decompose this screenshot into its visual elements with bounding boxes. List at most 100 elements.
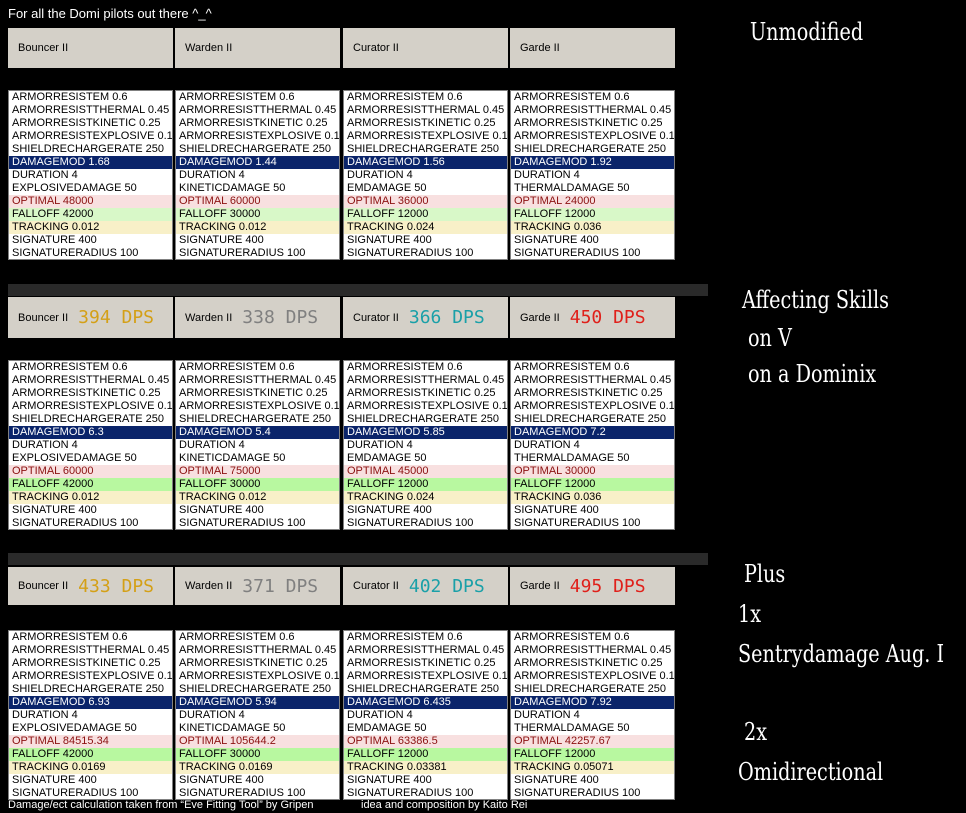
attribute-row: TRACKING 0.036 [511,221,674,234]
column-header: Warden II [175,28,340,68]
attribute-row: ARMORRESISTEXPLOSIVE 0.1 [179,400,339,412]
attribute-row: OPTIMAL 36000 [344,195,507,208]
attribute-row: SHIELDRECHARGERATE 250 [514,143,667,155]
drone-name: Bouncer II [18,311,69,324]
attribute-row: SIGNATURE 400 [514,504,599,516]
column-header: Warden II 338 DPS [175,297,340,338]
attribute-row: OPTIMAL 48000 [9,195,172,208]
attribute-row: ARMORRESISTEM 0.6 [12,91,128,103]
attribute-row: DAMAGEMOD 7.2 [511,426,674,439]
attribute-row: DAMAGEMOD 5.85 [344,426,507,439]
attribute-row: ARMORRESISTEXPLOSIVE 0.1 [347,400,507,412]
attribute-row: SIGNATURERADIUS 100 [12,787,139,799]
column-header: Curator II [343,28,508,68]
attribute-row: DURATION 4 [514,439,580,451]
attribute-row: SIGNATURE 400 [347,234,432,246]
dps-value: 338 DPS [242,307,319,328]
attribute-row: ARMORRESISTTHERMAL 0.45 [514,644,672,656]
attribute-row: SIGNATURE 400 [12,504,97,516]
attribute-row: TRACKING 0.05071 [511,761,674,774]
attribute-row: ARMORRESISTEM 0.6 [12,631,128,643]
attribute-row: SHIELDRECHARGERATE 250 [514,413,667,425]
attribute-row: ARMORRESISTTHERMAL 0.45 [12,104,170,116]
column-header: Garde II [510,28,675,68]
attribute-row: SHIELDRECHARGERATE 250 [12,683,165,695]
attribute-row: KINETICDAMAGE 50 [179,722,286,734]
attribute-row: THERMALDAMAGE 50 [514,182,630,194]
divider [8,553,708,565]
attribute-row: SIGNATURE 400 [514,234,599,246]
attribute-row: TRACKING 0.012 [9,491,172,504]
attribute-row: ARMORRESISTEXPLOSIVE 0.1 [12,670,172,682]
attribute-row: DAMAGEMOD 1.92 [511,156,674,169]
attribute-row: ARMORRESISTEM 0.6 [179,631,295,643]
attribute-row: KINETICDAMAGE 50 [179,452,286,464]
attribute-row: OPTIMAL 60000 [176,195,339,208]
attribute-row: ARMORRESISTTHERMAL 0.45 [179,104,337,116]
dps-value: 450 DPS [569,307,646,328]
attribute-row: TRACKING 0.024 [344,221,507,234]
attribute-row: ARMORRESISTEXPLOSIVE 0.1 [514,670,674,682]
attribute-row: EXPLOSIVEDAMAGE 50 [12,452,137,464]
attribute-row: ARMORRESISTKINETIC 0.25 [347,387,496,399]
attribute-row: TRACKING 0.012 [9,221,172,234]
column-header: Bouncer II 433 DPS [8,567,173,605]
attribute-row: FALLOFF 42000 [9,478,172,491]
attribute-row: FALLOFF 42000 [9,748,172,761]
attribute-row: DURATION 4 [347,169,413,181]
attribute-row: ARMORRESISTEM 0.6 [12,361,128,373]
attribute-row: SHIELDRECHARGERATE 250 [347,143,500,155]
attribute-row: OPTIMAL 42257.67 [511,735,674,748]
attribute-row: FALLOFF 12000 [511,478,674,491]
attribute-row: SHIELDRECHARGERATE 250 [179,683,332,695]
attribute-row: ARMORRESISTKINETIC 0.25 [514,387,663,399]
attribute-row: OPTIMAL 105644.2 [176,735,339,748]
drone-name: Bouncer II [18,42,69,54]
attribute-row: EXPLOSIVEDAMAGE 50 [12,182,137,194]
attribute-row: FALLOFF 30000 [176,478,339,491]
attribute-row: ARMORRESISTTHERMAL 0.45 [514,104,672,116]
attribute-list: ARMORRESISTEM 0.6 ARMORRESISTTHERMAL 0.45… [343,360,508,530]
attribute-row: OPTIMAL 63386.5 [344,735,507,748]
attribute-row: TRACKING 0.036 [511,491,674,504]
attribute-row: TRACKING 0.03381 [344,761,507,774]
attribute-row: TRACKING 0.012 [176,221,339,234]
attribute-row: ARMORRESISTEXPLOSIVE 0.1 [514,130,674,142]
page-title: For all the Domi pilots out there ^_^ [8,6,212,21]
attribute-row: ARMORRESISTEM 0.6 [514,631,630,643]
attribute-row: ARMORRESISTTHERMAL 0.45 [347,104,505,116]
attribute-list: ARMORRESISTEM 0.6 ARMORRESISTTHERMAL 0.45… [510,90,675,260]
attribute-row: TRACKING 0.012 [176,491,339,504]
attribute-row: ARMORRESISTEM 0.6 [179,91,295,103]
dps-value: 371 DPS [242,575,319,597]
footer-credit: Damage/ect calculation taken from “Eve F… [8,799,314,811]
attribute-row: DAMAGEMOD 7.92 [511,696,674,709]
attribute-row: ARMORRESISTEXPLOSIVE 0.1 [179,670,339,682]
drone-name: Warden II [185,311,233,324]
attribute-row: FALLOFF 30000 [176,208,339,221]
attribute-row: ARMORRESISTEM 0.6 [347,631,463,643]
attribute-row: DURATION 4 [12,439,78,451]
attribute-row: OPTIMAL 30000 [511,465,674,478]
attribute-row: KINETICDAMAGE 50 [179,182,286,194]
attribute-row: SIGNATURERADIUS 100 [12,247,139,259]
attribute-row: ARMORRESISTKINETIC 0.25 [12,117,161,129]
attribute-row: DURATION 4 [179,709,245,721]
attribute-row: TRACKING 0.0169 [9,761,172,774]
attribute-row: DAMAGEMOD 6.93 [9,696,172,709]
attribute-row: ARMORRESISTEXPLOSIVE 0.1 [12,130,172,142]
attribute-row: SHIELDRECHARGERATE 250 [12,413,165,425]
attribute-row: SIGNATURERADIUS 100 [347,517,474,529]
attribute-list: ARMORRESISTEM 0.6 ARMORRESISTTHERMAL 0.45… [175,630,340,800]
drone-name: Curator II [353,311,399,324]
attribute-list: ARMORRESISTEM 0.6 ARMORRESISTTHERMAL 0.45… [510,630,675,800]
attribute-list: ARMORRESISTEM 0.6 ARMORRESISTTHERMAL 0.45… [8,360,173,530]
attribute-row: ARMORRESISTTHERMAL 0.45 [12,374,170,386]
attribute-row: DURATION 4 [514,709,580,721]
attribute-row: EMDAMAGE 50 [347,452,427,464]
dps-value: 366 DPS [408,307,485,328]
attribute-row: OPTIMAL 84515.34 [9,735,172,748]
attribute-row: SIGNATURERADIUS 100 [12,517,139,529]
attribute-row: ARMORRESISTEXPLOSIVE 0.1 [347,670,507,682]
